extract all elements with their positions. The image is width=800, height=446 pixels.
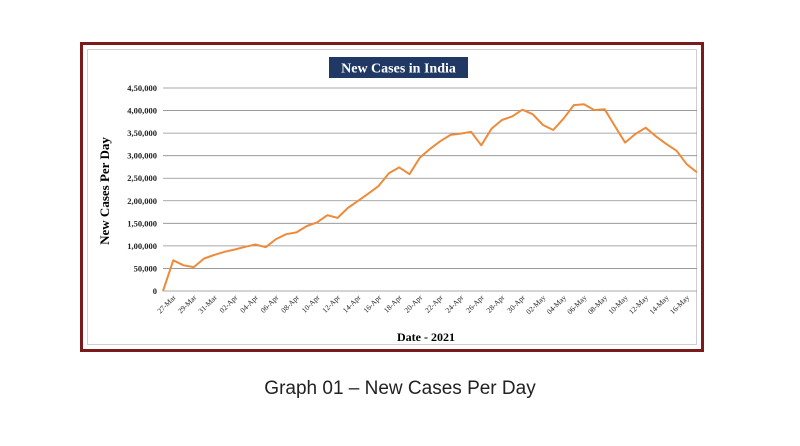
x-tick-label: 08-Apr: [279, 293, 301, 315]
x-tick-label: 26-Apr: [464, 293, 486, 315]
x-tick-label: 08-May: [586, 293, 609, 316]
x-tick-label: 22-Apr: [423, 293, 445, 315]
y-tick-label: 2,00,000: [127, 196, 157, 206]
x-tick-label: 02-May: [524, 293, 547, 316]
x-tick-label: 27-Mar: [155, 293, 178, 316]
y-tick-label: 3,00,000: [127, 151, 157, 161]
x-axis-label: Date - 2021: [397, 330, 455, 344]
x-tick-label: 02-Apr: [218, 293, 240, 315]
chart-title-background: [329, 57, 468, 78]
figure-caption: Graph 01 – New Cases Per Day: [264, 378, 536, 399]
x-tick-label: 20-Apr: [402, 293, 424, 315]
x-tick-label: 14-Apr: [341, 293, 363, 315]
x-axis-ticks: 27-Mar29-Mar31-Mar02-Apr04-Apr06-Apr08-A…: [155, 293, 691, 317]
x-tick-label: 16-Apr: [361, 293, 383, 315]
line-chart: 0 50,000 1,00,000 1,50,000 2,00,000 2,50,000 3…: [97, 57, 698, 344]
y-tick-label: 2,50,000: [127, 173, 157, 183]
y-tick-label: 1,00,000: [127, 241, 157, 251]
y-axis-ticks: 0 50,000 1,00,000 1,50,000 2,00,000 2,50,000 3…: [127, 83, 157, 296]
x-tick-label: 16-May: [668, 293, 691, 316]
y-tick-label: 4,00,000: [127, 106, 157, 116]
y-tick-label: 50,000: [134, 263, 157, 273]
x-tick-label: 06-Apr: [259, 293, 281, 315]
x-tick-label: 04-May: [545, 293, 568, 316]
y-axis-label: New Cases Per Day: [97, 137, 112, 245]
series-line-0: [162, 103, 698, 292]
y-tick-label: 3,50,000: [127, 128, 157, 138]
x-tick-label: 30-Apr: [505, 293, 527, 315]
chart-frame: 0 50,000 1,00,000 1,50,000 2,00,000 2,50,000 3…: [80, 42, 704, 352]
x-tick-label: 04-Apr: [238, 293, 260, 315]
chart-area: 0 50,000 1,00,000 1,50,000 2,00,000 2,50,000 3…: [87, 49, 698, 345]
x-tick-label: 12-May: [627, 293, 650, 316]
x-tick-label: 12-Apr: [320, 293, 342, 315]
gridlines: [163, 87, 697, 292]
y-tick-label: 1,50,000: [127, 218, 157, 228]
x-tick-label: 24-Apr: [444, 293, 466, 315]
x-tick-label: 10-Apr: [300, 293, 322, 315]
x-tick-label: 31-Mar: [196, 293, 219, 316]
x-tick-label: 14-May: [647, 293, 670, 316]
y-tick-label: 4,50,000: [127, 83, 157, 93]
chart-title: New Cases in India: [341, 62, 456, 77]
series-group: [162, 103, 698, 292]
y-tick-label: 0: [153, 286, 157, 296]
x-tick-label: 06-May: [565, 293, 588, 316]
x-tick-label: 28-Apr: [485, 293, 507, 315]
x-tick-label: 29-Mar: [176, 293, 199, 316]
x-tick-label: 10-May: [606, 293, 629, 316]
x-tick-label: 18-Apr: [382, 293, 404, 315]
chart-title-box: New Cases in India: [329, 57, 468, 78]
